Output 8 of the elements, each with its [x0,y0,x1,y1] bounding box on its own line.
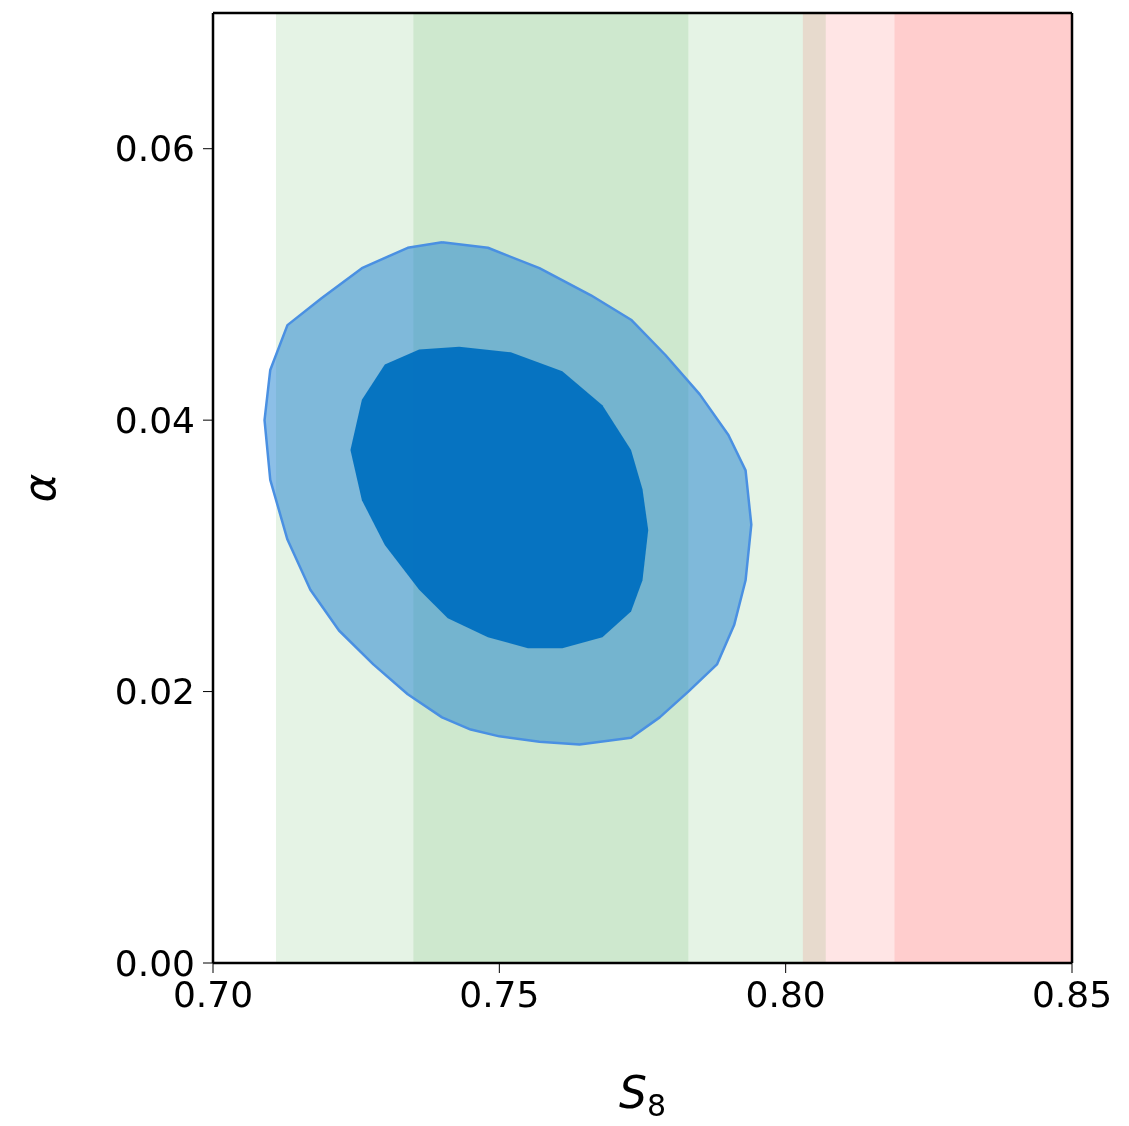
x-tick-label: 0.85 [1031,973,1113,1015]
x-tick-label: 0.75 [459,973,540,1015]
y-tick-label: 0.06 [114,128,195,170]
y-tick-label: 0.04 [114,399,195,441]
y-axis-title: α [14,473,65,503]
x-axis-title: S$_{8}$ [618,1067,667,1123]
y-tick-label: 0.02 [114,671,195,713]
x-tick-label: 0.80 [745,973,826,1015]
